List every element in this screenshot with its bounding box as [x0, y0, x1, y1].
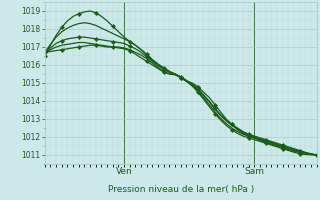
Text: Sam: Sam — [244, 167, 264, 176]
X-axis label: Pression niveau de la mer( hPa ): Pression niveau de la mer( hPa ) — [108, 185, 254, 194]
Text: Ven: Ven — [116, 167, 132, 176]
